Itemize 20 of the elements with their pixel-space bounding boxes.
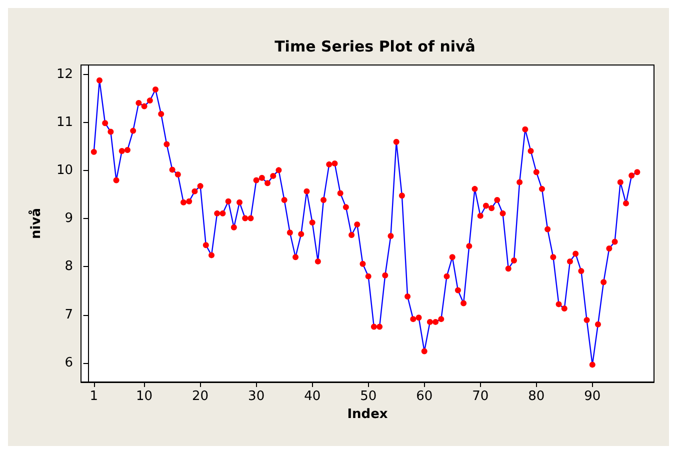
- x-tick-label: 50: [360, 389, 377, 404]
- y-tick-label: 10: [56, 163, 73, 178]
- x-tick-label: 80: [528, 389, 545, 404]
- x-tick-label: 1: [90, 389, 98, 404]
- x-tick-label: 70: [472, 389, 489, 404]
- y-axis-title: nivå: [28, 208, 44, 239]
- y-tick-label: 11: [56, 115, 73, 130]
- x-tick-label: 10: [136, 389, 153, 404]
- y-tick-label: 7: [64, 307, 73, 322]
- x-tick-label: 30: [248, 389, 265, 404]
- x-tick-label: 60: [416, 389, 433, 404]
- y-tick-label: 9: [64, 211, 73, 226]
- x-tick-label: 40: [304, 389, 321, 404]
- y-tick-label: 12: [56, 67, 73, 82]
- x-tick-label: 20: [192, 389, 209, 404]
- y-tick-label: 8: [64, 259, 73, 274]
- x-tick-label: 90: [584, 389, 601, 404]
- chart-title: Time Series Plot of nivå: [274, 38, 476, 56]
- x-axis-title: Index: [347, 406, 388, 422]
- y-tick-label: 6: [64, 355, 73, 370]
